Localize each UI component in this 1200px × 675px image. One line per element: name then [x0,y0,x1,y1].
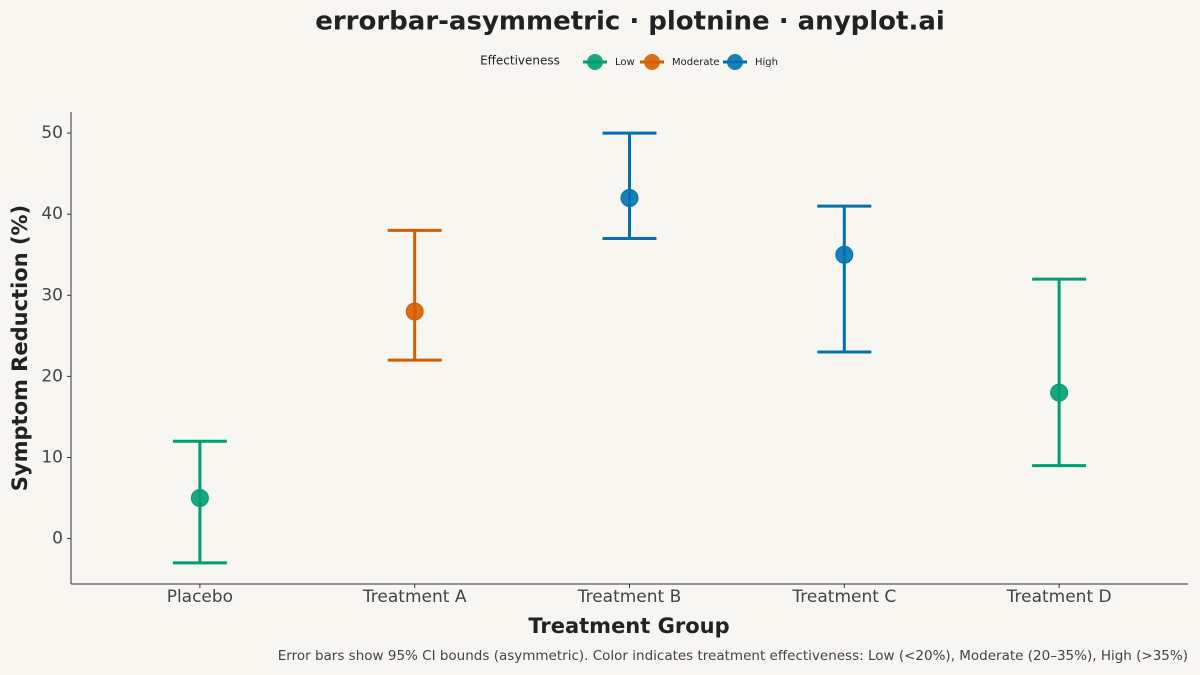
error-bar [817,204,872,354]
legend-label: Low [615,57,635,68]
error-bar [1032,277,1087,468]
y-tick-label: 10 [41,447,63,467]
point [405,302,424,321]
chart-title: errorbar-asymmetric · plotnine · anyplot… [315,7,945,37]
x-tick-label: Treatment A [362,587,467,607]
legend-label: High [755,57,778,68]
legend-label: Moderate [672,57,720,68]
x-tick-label: Treatment D [1006,587,1112,607]
x-tick-label: Treatment C [791,587,896,607]
point [835,245,854,264]
x-tick-label: Treatment B [577,587,682,607]
y-axis-label: Symptom Reduction (%) [8,205,32,491]
point [190,489,209,508]
y-tick-label: 20 [41,366,63,386]
point [1050,383,1069,402]
y-tick-label: 50 [41,123,63,143]
y-tick-label: 40 [41,204,63,224]
error-bar [602,131,657,241]
legend-marker [587,54,603,70]
y-tick-label: 30 [41,285,63,305]
legend-marker [644,54,660,70]
x-axis-label: Treatment Group [528,614,729,638]
y-tick-label: 0 [52,529,63,549]
caption: Error bars show 95% CI bounds (asymmetri… [278,648,1188,664]
error-bar [387,228,442,362]
legend-marker [727,54,743,70]
point [620,188,639,207]
legend-title: Effectiveness [480,54,560,68]
x-tick-label: Placebo [167,587,233,607]
